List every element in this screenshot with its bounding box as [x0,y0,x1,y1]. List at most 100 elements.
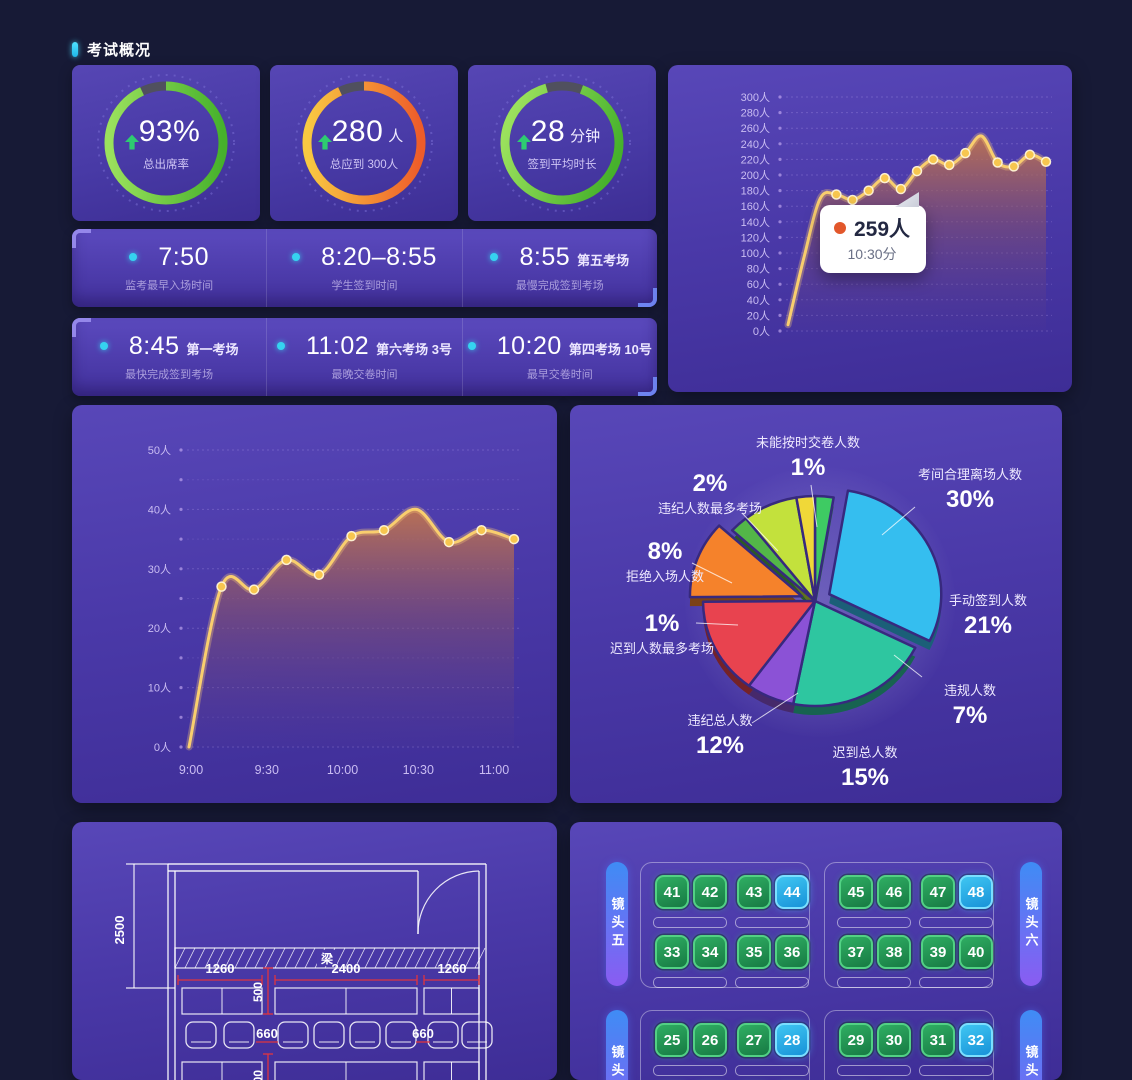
cyan-dot-icon [467,342,476,350]
seat-26[interactable]: 26 [693,1023,727,1057]
time-stat-row: 8:45 第一考场 [99,332,239,361]
seat-map-row: 镜头三 25 26 27 28 29 30 31 32 镜头四 [570,1010,1042,1080]
seat-47[interactable]: 47 [921,875,955,909]
time-stat-value: 8:45 [128,332,180,360]
desk-bar [735,917,809,928]
time-stat-label: 最慢完成签到考场 [515,280,604,292]
pie-label-percent: 21% [963,611,1013,639]
desk-bar [653,977,727,988]
svg-text:140人: 140人 [741,216,770,229]
seat-41[interactable]: 41 [655,875,689,909]
cyan-dot-icon [129,253,138,261]
time-stat-suffix: 第一考场 [186,342,239,357]
seat-29[interactable]: 29 [839,1023,873,1057]
svg-text:1260: 1260 [438,961,467,976]
seat-34[interactable]: 34 [693,935,727,969]
svg-text:50人: 50人 [148,444,171,457]
time-stat-suffix: 第四考场 10号 [568,342,652,357]
pie-label-7: 8% 拒绝入场人数 [626,537,704,587]
seat-48[interactable]: 48 [959,875,993,909]
stat-label: 签到平均时长 [527,158,597,171]
progress-ring [97,74,235,212]
pie-label-percent: 1% [790,453,826,481]
svg-text:梁: 梁 [320,951,333,966]
seat-30[interactable]: 30 [877,1023,911,1057]
seat-39[interactable]: 39 [921,935,955,969]
seat-42[interactable]: 42 [693,875,727,909]
desk-bar [919,917,993,928]
pie-slice-8[interactable] [795,494,817,603]
seat-28[interactable]: 28 [775,1023,809,1057]
seat-43[interactable]: 43 [737,875,771,909]
svg-text:9:00: 9:00 [179,763,203,777]
svg-text:40人: 40人 [148,503,171,516]
desk-bar [735,977,809,988]
time-stat-row: 10:20 第四考场 10号 [467,332,652,361]
pie-label-name: 手动签到人数 [948,593,1028,608]
svg-text:2400: 2400 [332,961,361,976]
seat-36[interactable]: 36 [775,935,809,969]
time-stat-item: 7:50 监考最早入场时间 [72,229,266,307]
svg-text:1260: 1260 [206,961,235,976]
desk-bar [837,977,911,988]
time-strip: 7:50 监考最早入场时间 8:20–8:55 学生签到时间 8:55 第五考场 最慢完成签… [72,229,657,307]
pie-slice-1[interactable] [828,489,943,643]
seat-45[interactable]: 45 [839,875,873,909]
camera-pill-left: 镜头五 [606,862,628,986]
pie-slice-2[interactable] [791,599,917,708]
pie-label-percent: 15% [840,763,890,791]
time-stat-value: 7:50 [158,243,209,271]
desk-bar [653,1065,727,1076]
svg-text:20人: 20人 [148,622,171,635]
time-stat-suffix: 第六考场 3号 [376,342,453,357]
seat-27[interactable]: 27 [737,1023,771,1057]
pie-label-name: 迟到人数最多考场 [609,641,715,656]
stat-value: 280 [331,114,384,148]
seat-33[interactable]: 33 [655,935,689,969]
svg-text:11:00: 11:00 [479,763,509,777]
pie-label-5: 违纪总人数 12% [687,711,752,761]
seat-31[interactable]: 31 [921,1023,955,1057]
svg-text:220人: 220人 [741,153,770,166]
svg-text:500: 500 [251,1070,265,1080]
stat-value-row: 28 分钟 [516,115,600,149]
seat-block: 45 46 47 48 37 38 39 40 [824,862,994,988]
floorplan-panel: 2500 梁 1260 500 2400 1260 660 660 500 [72,822,557,1080]
seat-37[interactable]: 37 [839,935,873,969]
svg-text:60人: 60人 [747,278,770,291]
breakdown-pie-chart [688,484,943,724]
time-stat-value: 11:02 [305,332,370,360]
seat-38[interactable]: 38 [877,935,911,969]
seat-32[interactable]: 32 [959,1023,993,1057]
seat-44[interactable]: 44 [775,875,809,909]
svg-text:40人: 40人 [747,294,770,307]
stat-card-content: 93% 总出席率 [72,65,260,221]
progress-ring [493,74,631,212]
seat-40[interactable]: 40 [959,935,993,969]
seat-block: 25 26 27 28 [640,1010,810,1080]
svg-text:500: 500 [251,982,265,1002]
cyan-dot-icon [276,342,285,350]
seat-35[interactable]: 35 [737,935,771,969]
time-stat-item: 11:02 第六考场 3号最晚交卷时间 [266,318,461,396]
svg-text:100人: 100人 [741,247,770,260]
svg-text:260人: 260人 [741,122,770,135]
desk-bar [653,917,727,928]
pie-slice-5[interactable] [688,524,804,599]
time-stat-label: 最晚交卷时间 [331,369,398,381]
time-stat-value: 8:20–8:55 [321,243,437,271]
svg-text:0人: 0人 [154,741,171,754]
section-title: 考试概况 [72,39,151,60]
time-stat-label: 最快完成签到考场 [125,369,214,381]
time-stat-row: 8:20–8:55 [292,243,437,272]
seat-25[interactable]: 25 [655,1023,689,1057]
pie-label-name: 违规人数 [943,683,997,698]
stat-card: 28 分钟签到平均时长 [468,65,656,221]
camera-pill-left: 镜头三 [606,1010,628,1080]
svg-text:10:00: 10:00 [327,763,358,777]
svg-text:280人: 280人 [741,107,770,120]
pie-slice-4[interactable] [701,599,817,688]
time-stat-value: 10:20 [496,332,562,360]
svg-text:200人: 200人 [741,169,770,182]
seat-46[interactable]: 46 [877,875,911,909]
